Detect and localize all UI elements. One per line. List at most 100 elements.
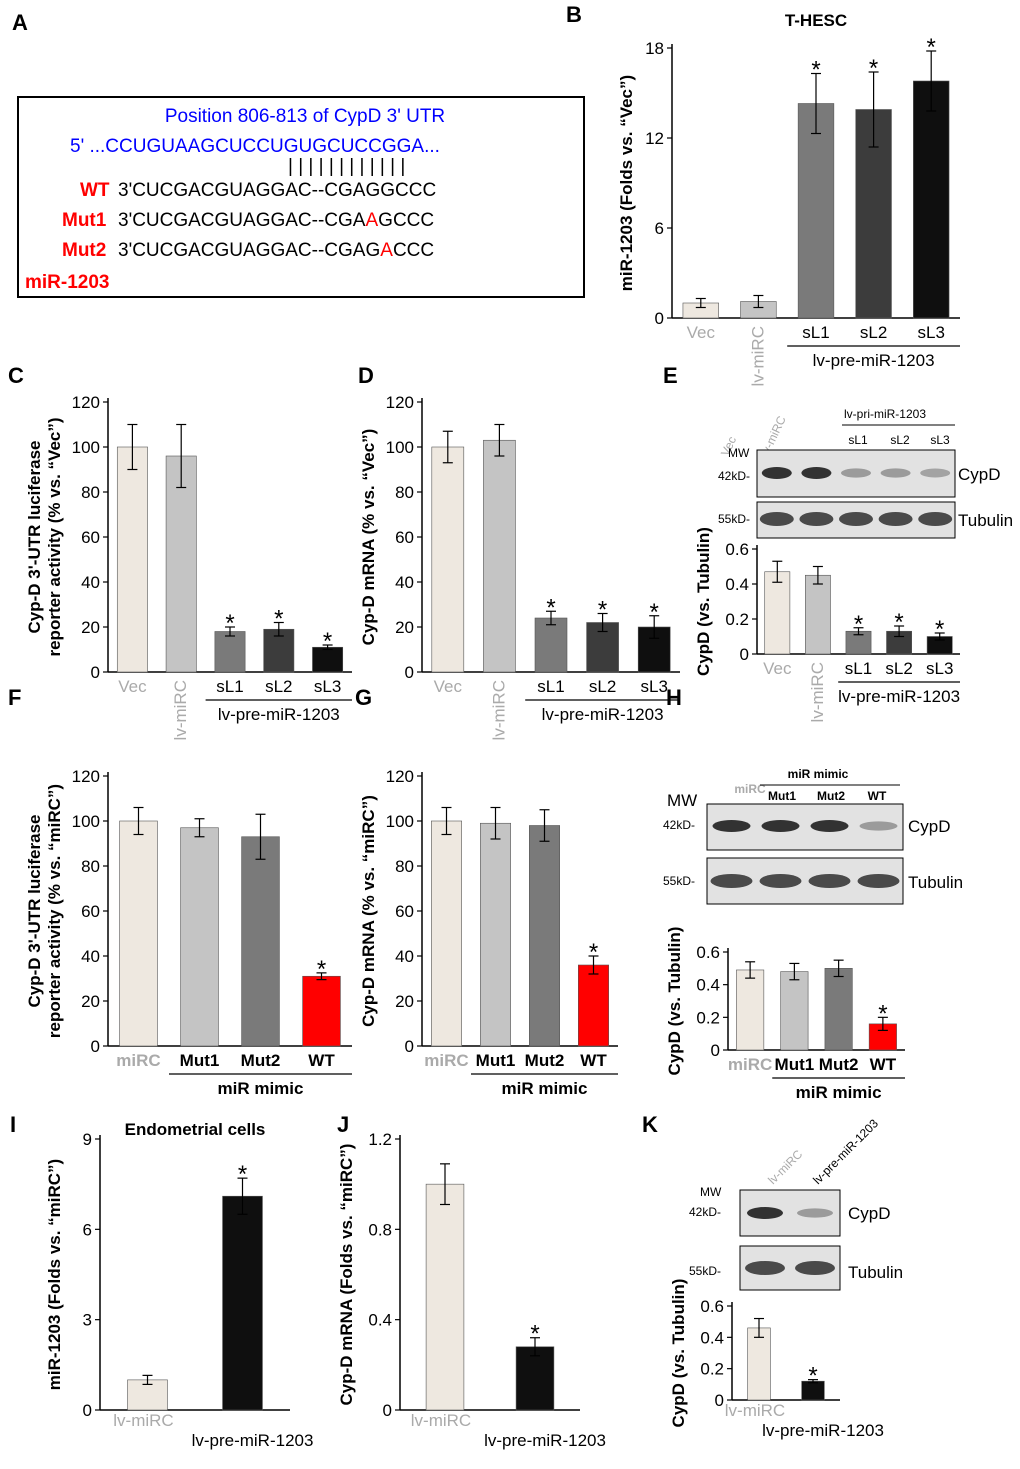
y-tick-label: 80 [395, 483, 414, 502]
panel-letter-a: A [12, 10, 28, 35]
bar-charts: 0 6 12 18 miR-1203 (Folds vs. “Vec”) T-HESC Ve… [25, 11, 960, 1450]
blot-e-lane-sl3: sL3 [930, 433, 950, 447]
bar [165, 455, 197, 673]
blot-k-tubulin-label: Tubulin [848, 1263, 903, 1282]
x-tick-label: sL3 [917, 323, 944, 342]
blot-h-lane-mirc: miRC [734, 782, 766, 796]
bar [780, 971, 809, 1051]
bar [180, 827, 219, 1047]
y-tick-label: 0.6 [700, 1297, 724, 1316]
y-axis-label: Cyp-D mRNA (Folds vs. “miRC”) [337, 1144, 356, 1406]
chart-title: T-HESC [785, 11, 847, 30]
x-tick-label: lv-miRC [411, 1411, 471, 1430]
mir-label: miR-1203 [25, 272, 110, 293]
significance-star: * [530, 1321, 539, 1348]
bar [483, 439, 516, 673]
wt-label: WT [80, 180, 110, 201]
x-tick-label: Mut1 [775, 1055, 815, 1074]
bar [480, 822, 511, 1047]
y-tick-label: 60 [395, 902, 414, 921]
mut2-seq-post: CCC [393, 240, 434, 261]
y-tick-label: 12 [645, 129, 664, 148]
panel-letter-k: K [642, 1112, 658, 1137]
y-tick-label: 0.2 [725, 610, 749, 629]
x-tick-label: miRC [116, 1051, 160, 1070]
panel-letter-f: F [8, 685, 21, 710]
mut2-mutation: A [380, 240, 393, 261]
tubulin-band [799, 512, 834, 526]
y-tick-label: 20 [81, 618, 100, 637]
y-axis-label: CypD (vs. Tubulin) [669, 1279, 688, 1428]
cypd-band [841, 468, 871, 478]
y-tick-label: 1.2 [368, 1130, 392, 1149]
y-tick-label: 20 [395, 992, 414, 1011]
significance-star: * [225, 610, 234, 637]
blot-e-lane-sl1: sL1 [848, 433, 868, 447]
x-tick-label: sL2 [265, 677, 292, 696]
y-axis-label: miR-1203 (Folds vs. “miRC”) [45, 1159, 64, 1390]
x-tick-label: lv-pre-miR-1203 [192, 1431, 314, 1450]
y-tick-label: 120 [386, 767, 414, 786]
blot-h-kd42: 42kD- [663, 818, 695, 832]
mut1-seq-post: GCCC [378, 210, 434, 231]
y-tick-label: 0 [405, 1037, 414, 1056]
panel-letter-e: E [663, 363, 678, 388]
y-tick-label: 80 [395, 857, 414, 876]
mut1-label: Mut1 [62, 210, 107, 231]
blot-k-cypd-label: CypD [848, 1204, 891, 1223]
utr-position-label: Position 806-813 of CypD 3' UTR [165, 106, 445, 127]
tubulin-band [710, 874, 753, 888]
mut1-sequence: 3'CUCGACGUAGGAC--CGAAGCCC [118, 210, 434, 231]
y-axis-label: Cyp-D mRNA (% vs. “miRC”) [359, 795, 378, 1027]
cypd-band [797, 1208, 833, 1218]
group-label: miR mimic [218, 1079, 304, 1098]
x-tick-label: WT [580, 1051, 607, 1070]
y-tick-label: 0 [711, 1041, 720, 1060]
y-tick-label: 20 [395, 618, 414, 637]
x-tick-label: sL1 [537, 677, 564, 696]
x-tick-label: sL2 [589, 677, 616, 696]
blot-h-tubulin-label: Tubulin [908, 873, 963, 892]
cypd-band [712, 820, 751, 832]
y-axis-label: Cyp-D mRNA (% vs. “Vec”) [359, 429, 378, 646]
x-tick-label: lv-miRC [725, 1401, 785, 1420]
x-tick-label: miRC [728, 1055, 772, 1074]
blot-h-lane-mut1: Mut1 [768, 789, 796, 803]
y-tick-label: 100 [72, 438, 100, 457]
x-tick-label: sL1 [802, 323, 829, 342]
y-axis-label: Cyp-D 3'-UTR luciferase [25, 815, 44, 1008]
blot-e: Vec lv-miRC lv-pri-miR-1203 sL1 sL2 sL3 … [718, 407, 1013, 539]
cypd-band [761, 467, 792, 479]
alignment-box [17, 96, 585, 298]
x-tick-label: Vec [763, 659, 792, 678]
blot-k: lv-miRC lv-pre-miR-1203 MW 42kD- 55kD- C… [689, 1116, 903, 1291]
x-tick-label: Vec [687, 323, 716, 342]
y-tick-label: 0 [655, 309, 664, 328]
significance-star: * [894, 609, 903, 636]
y-tick-label: 0.4 [700, 1328, 724, 1347]
panel-a-alignment: Position 806-813 of CypD 3' UTR 5' ...CC… [17, 96, 585, 298]
x-tick-label: sL1 [845, 659, 872, 678]
x-tick-label: sL2 [885, 659, 912, 678]
group-label: lv-pre-miR-1203 [218, 705, 340, 724]
panel-letter-i: I [10, 1112, 16, 1137]
blot-h-group-label: miR mimic [788, 767, 849, 781]
panel-letter-d: D [358, 363, 374, 388]
mut1-seq-pre: 3'CUCGACGUAGGAC--CGA [118, 210, 366, 231]
significance-star: * [274, 606, 283, 633]
blot-e-lane-sl2: sL2 [890, 433, 910, 447]
y-axis-label: CypD (vs. Tubulin) [694, 527, 713, 676]
bar [747, 1327, 771, 1401]
blot-h-lane-mut2: Mut2 [817, 789, 845, 803]
y-tick-label: 80 [81, 483, 100, 502]
y-tick-label: 60 [81, 528, 100, 547]
y-tick-label: 0.2 [696, 1008, 720, 1027]
bar [116, 446, 148, 673]
significance-star: * [317, 956, 326, 983]
blot-e-kd42: 42kD- [718, 469, 750, 483]
cypd-band [920, 468, 951, 478]
bar [764, 571, 791, 655]
bar [529, 825, 560, 1047]
blot-k-bands [745, 1207, 835, 1275]
